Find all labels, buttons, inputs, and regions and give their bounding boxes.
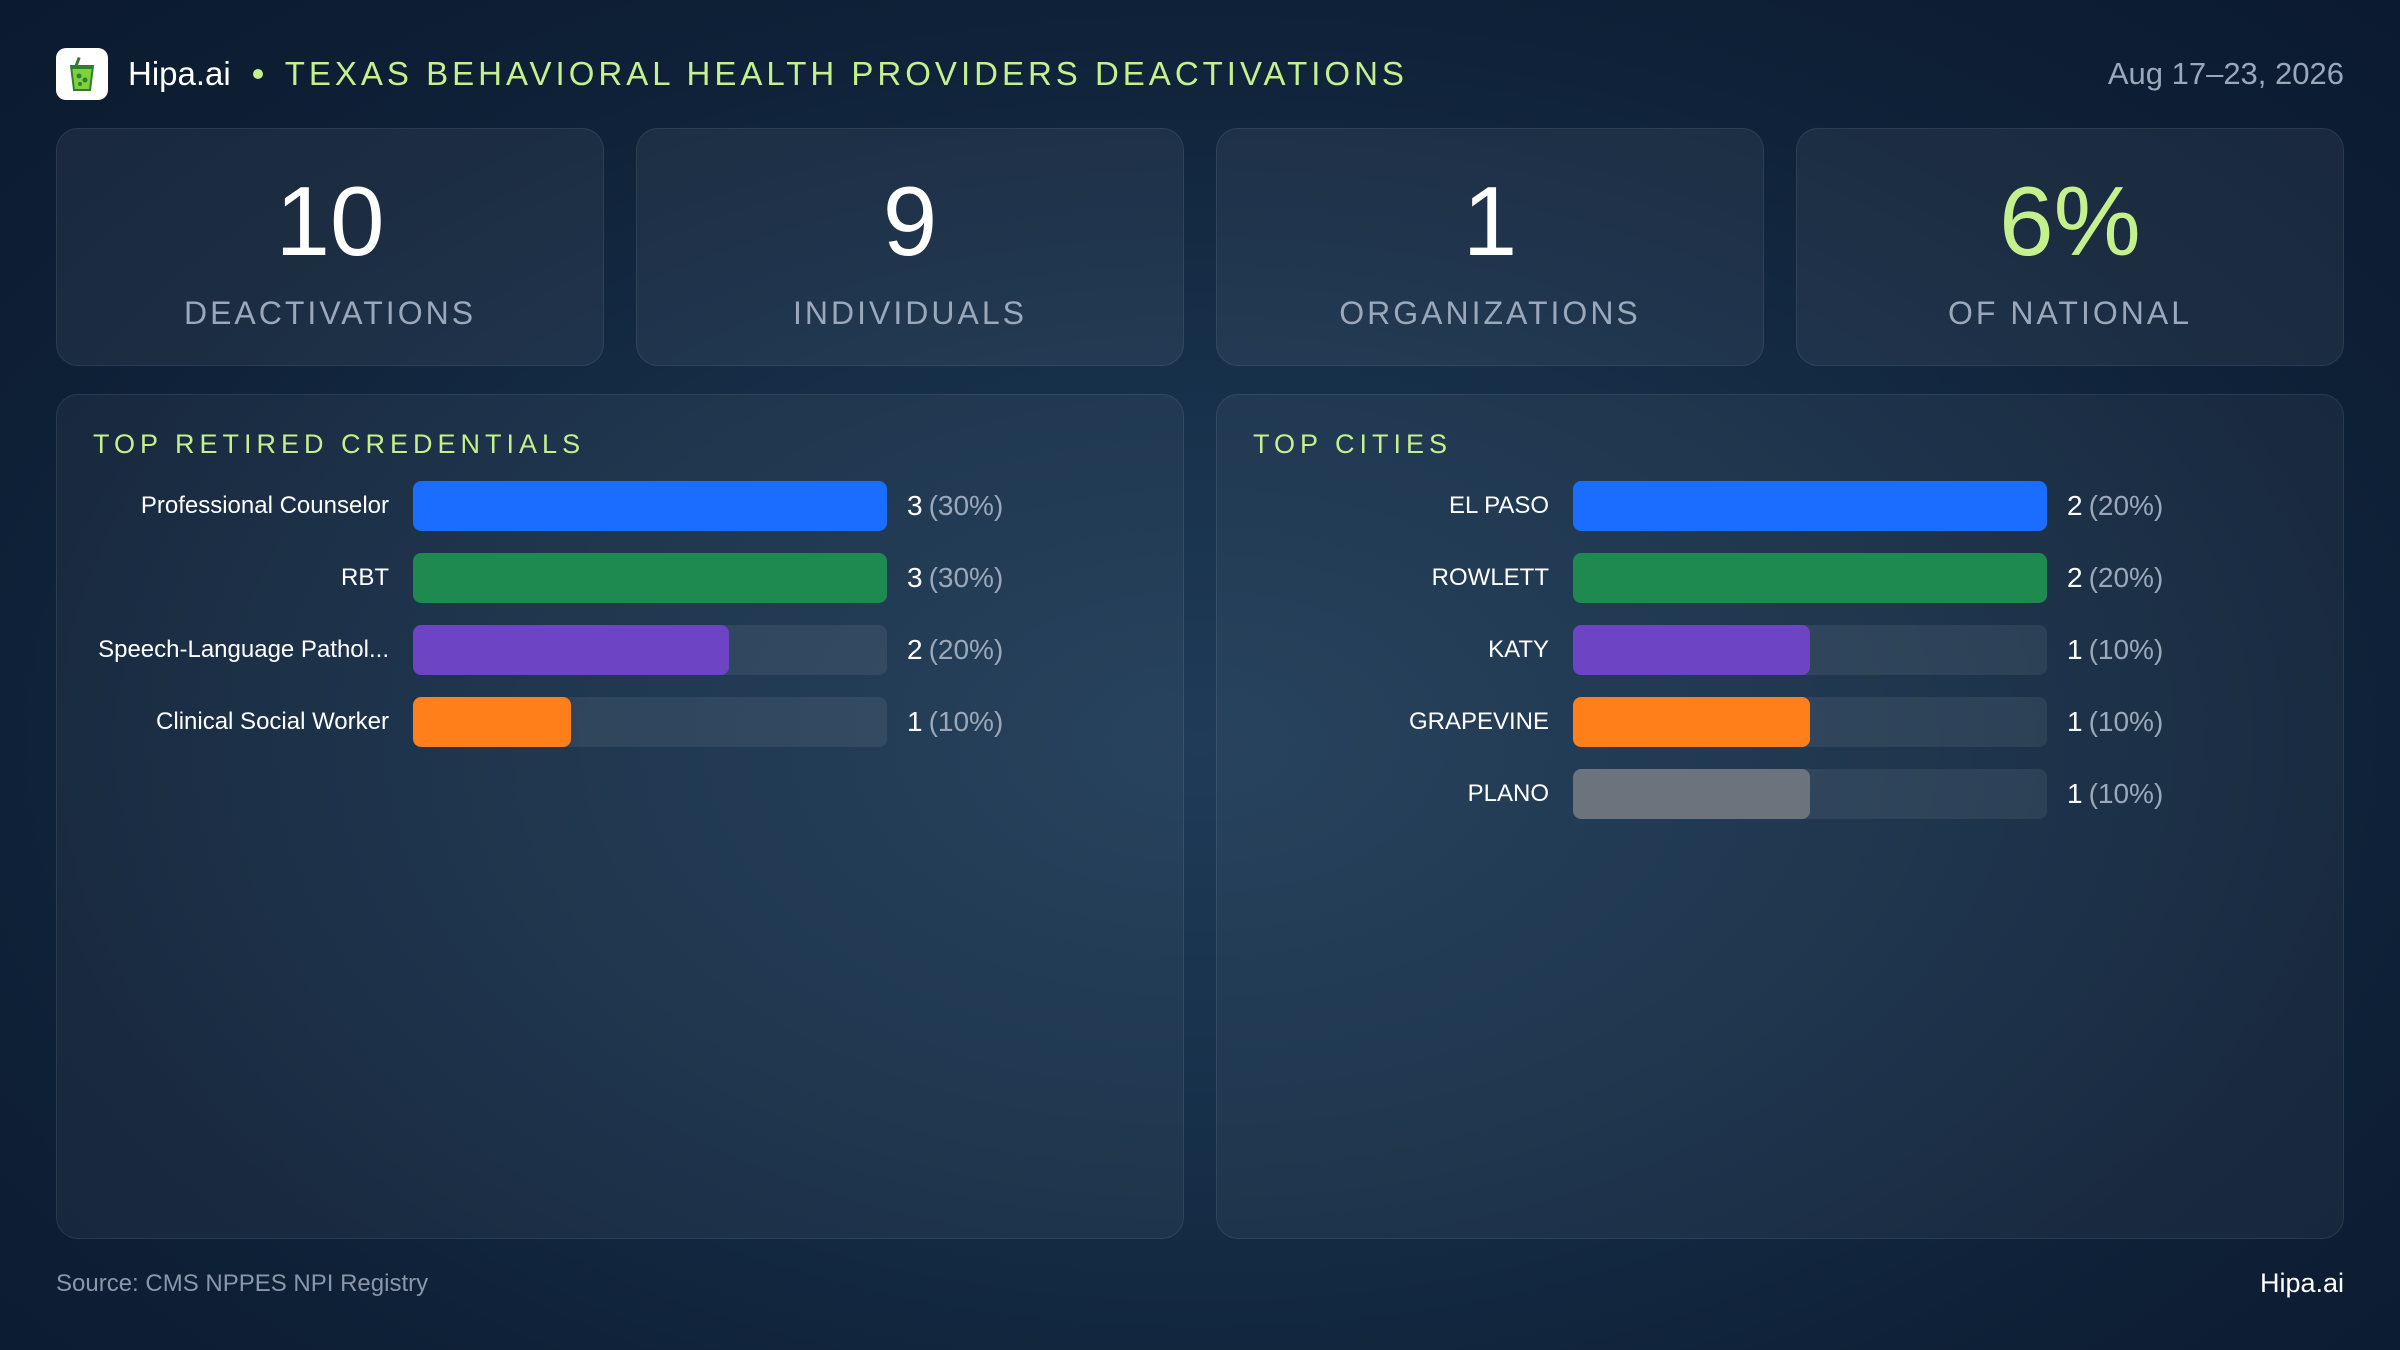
- bar-percent: (20%): [2088, 562, 2164, 593]
- kpi-label: ORGANIZATIONS: [1339, 295, 1641, 331]
- kpi-card-deactivations: 10 DEACTIVATIONS: [56, 128, 604, 366]
- bar-percent: (10%): [2088, 778, 2164, 809]
- kpi-value: 10: [275, 166, 385, 276]
- bar-track: [1573, 625, 2047, 675]
- bar-value: 2: [2067, 562, 2083, 593]
- credentials-panel-title: TOP RETIRED CREDENTIALS: [93, 429, 586, 459]
- bar-label: EL PASO: [1448, 492, 1549, 519]
- bar-value: 3: [907, 490, 923, 521]
- kpi-label: OF NATIONAL: [1948, 295, 2192, 331]
- bar-value-label: 1 (10%): [2067, 769, 2163, 819]
- bar-track: [413, 553, 887, 603]
- bar-percent: (10%): [2088, 706, 2164, 737]
- bar-percent: (20%): [928, 634, 1004, 665]
- bar: [1573, 697, 1810, 747]
- bar-track: [1573, 481, 2047, 531]
- kpi-value: 6%: [1999, 166, 2141, 276]
- bar-row: Speech-Language Pathol... 2 (20%): [57, 625, 1183, 697]
- bar-value-label: 1 (10%): [907, 697, 1003, 747]
- bar-value-label: 3 (30%): [907, 481, 1003, 531]
- kpi-card-individuals: 9 INDIVIDUALS: [636, 128, 1184, 366]
- bar-percent: (30%): [928, 562, 1004, 593]
- date-range: Aug 17–23, 2026: [2107, 56, 2344, 91]
- separator-dot: [252, 69, 263, 79]
- bar-row: Clinical Social Worker 1 (10%): [57, 697, 1183, 769]
- brand-name: Hipa.ai: [128, 55, 231, 92]
- page-title: TEXAS BEHAVIORAL HEALTH PROVIDERS DEACTI…: [284, 55, 1408, 92]
- bar-track: [1573, 697, 2047, 747]
- kpi-row: 10 DEACTIVATIONS 9 INDIVIDUALS 1 ORGANIZ…: [56, 128, 2344, 366]
- bar-percent: (10%): [2088, 634, 2164, 665]
- bar-value-label: 2 (20%): [2067, 481, 2163, 531]
- bar-value: 1: [2067, 778, 2083, 809]
- bar-value: 2: [2067, 490, 2083, 521]
- cities-bar-chart: EL PASO 2 (20%) ROWLETT 2 (20%) KATY 1 (10%) GRAP…: [1217, 481, 2343, 841]
- bar: [413, 697, 571, 747]
- bar-track: [413, 697, 887, 747]
- bar: [413, 625, 729, 675]
- kpi-value: 1: [1462, 166, 1518, 276]
- bar-track: [413, 625, 887, 675]
- bar-row: KATY 1 (10%): [1217, 625, 2343, 697]
- footer-brand: Hipa.ai: [2259, 1268, 2344, 1298]
- bar-percent: (30%): [928, 490, 1004, 521]
- bar-percent: (10%): [928, 706, 1004, 737]
- bar-value-label: 2 (20%): [907, 625, 1003, 675]
- bar-label: GRAPEVINE: [1408, 708, 1549, 735]
- credentials-bar-chart: Professional Counselor 3 (30%) RBT 3 (30%) Spe…: [57, 481, 1183, 769]
- bar-row: ROWLETT 2 (20%): [1217, 553, 2343, 625]
- bar-label: Clinical Social Worker: [156, 708, 389, 735]
- bar-value-label: 1 (10%): [2067, 625, 2163, 675]
- bar-label: ROWLETT: [1431, 564, 1549, 591]
- drink-cup-icon: [56, 48, 108, 100]
- bar-value: 2: [907, 634, 923, 665]
- bar-value-label: 3 (30%): [907, 553, 1003, 603]
- bar-track: [1573, 553, 2047, 603]
- kpi-label: INDIVIDUALS: [793, 295, 1027, 331]
- kpi-card-national-share: 6% OF NATIONAL: [1796, 128, 2344, 366]
- bar-label: Professional Counselor: [140, 492, 389, 519]
- bar-label: Speech-Language Pathol...: [98, 636, 389, 663]
- kpi-label: DEACTIVATIONS: [183, 295, 477, 331]
- bar-value-label: 1 (10%): [2067, 697, 2163, 747]
- source-note: Source: CMS NPPES NPI Registry: [56, 1270, 429, 1297]
- credentials-panel: TOP RETIRED CREDENTIALS Professional Cou…: [56, 394, 1184, 1239]
- bar: [413, 481, 887, 531]
- bar-row: PLANO 1 (10%): [1217, 769, 2343, 841]
- bar-value: 1: [2067, 634, 2083, 665]
- bar-track: [1573, 769, 2047, 819]
- bar-row: EL PASO 2 (20%): [1217, 481, 2343, 553]
- bar-row: GRAPEVINE 1 (10%): [1217, 697, 2343, 769]
- bar-track: [413, 481, 887, 531]
- cities-panel-title: TOP CITIES: [1253, 429, 1453, 459]
- bar: [1573, 553, 2047, 603]
- bar-percent: (20%): [2088, 490, 2164, 521]
- bar-value: 1: [2067, 706, 2083, 737]
- bar: [1573, 769, 1810, 819]
- bar-label: RBT: [341, 564, 389, 591]
- bar-value: 3: [907, 562, 923, 593]
- bar: [413, 553, 887, 603]
- cities-panel: TOP CITIES EL PASO 2 (20%) ROWLETT 2 (20%) KAT…: [1216, 394, 2344, 1239]
- bar-label: PLANO: [1467, 780, 1549, 807]
- bar-row: RBT 3 (30%): [57, 553, 1183, 625]
- bar: [1573, 481, 2047, 531]
- bar-row: Professional Counselor 3 (30%): [57, 481, 1183, 553]
- bar: [1573, 625, 1810, 675]
- bar-value-label: 2 (20%): [2067, 553, 2163, 603]
- bar-label: KATY: [1488, 636, 1549, 663]
- kpi-value: 9: [882, 166, 938, 276]
- kpi-card-organizations: 1 ORGANIZATIONS: [1216, 128, 1764, 366]
- bar-value: 1: [907, 706, 923, 737]
- header: Hipa.ai TEXAS BEHAVIORAL HEALTH PROVIDER…: [56, 46, 2344, 102]
